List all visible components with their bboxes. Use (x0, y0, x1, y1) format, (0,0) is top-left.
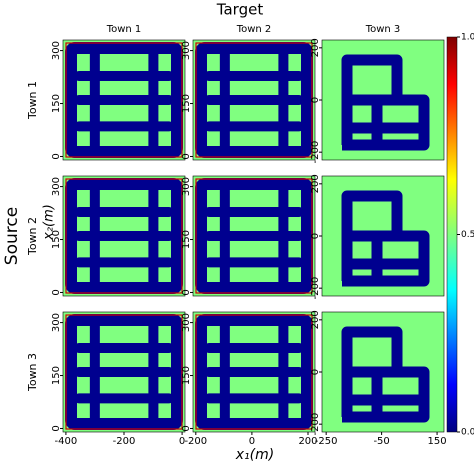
y-tick-label: 300 (51, 177, 62, 196)
x-tick-label: -50 (373, 436, 389, 447)
y-tick-label: 300 (181, 313, 192, 332)
row-title: Town 1 (26, 81, 39, 120)
road (341, 326, 430, 423)
x-tick-label: 200 (298, 436, 317, 447)
y-label: x₂(m) (42, 204, 57, 241)
row-title: Town 3 (26, 353, 39, 392)
road (148, 186, 159, 286)
heatmap-panel (62, 311, 186, 433)
y-tick-label: 0 (310, 369, 321, 375)
road (195, 178, 313, 294)
x-tick-label: 150 (428, 436, 447, 447)
x-tick-label: 0 (179, 436, 185, 447)
road (148, 322, 159, 422)
y-tick-label: 150 (51, 94, 62, 113)
y-tick-label: 0 (181, 153, 192, 159)
heatmap-panel (192, 311, 316, 433)
road (341, 190, 430, 287)
y-tick-label: 200 (310, 38, 321, 57)
panel-frame (62, 311, 186, 433)
panel-frame (62, 175, 186, 297)
column-title: Town 1 (106, 24, 142, 35)
y-tick-label: 150 (181, 94, 192, 113)
y-tick-label: 150 (51, 366, 62, 385)
heatmap-panel (321, 175, 445, 297)
row-title: Town 2 (26, 217, 39, 256)
road (65, 178, 183, 294)
y-tick-label: 200 (310, 310, 321, 329)
y-tick-label: 150 (51, 230, 62, 249)
panel-frame (62, 39, 186, 161)
edge (195, 314, 313, 430)
y-tick-label: 0 (181, 289, 192, 295)
edge (65, 42, 183, 158)
x-label: x₁(m) (235, 447, 274, 463)
y-tick-label: 150 (181, 366, 192, 385)
panel-frame (192, 39, 316, 161)
row-axis-title: Source (2, 207, 22, 265)
colorbar (446, 36, 458, 433)
road (65, 42, 183, 158)
y-tick-label: 200 (310, 174, 321, 193)
y-tick-label: -200 (310, 277, 321, 300)
y-tick-label: 0 (310, 233, 321, 239)
y-tick-label: 300 (51, 41, 62, 60)
road (89, 50, 100, 150)
y-tick-label: 0 (310, 97, 321, 103)
edge (65, 178, 183, 294)
x-tick-label: 0 (249, 436, 255, 447)
road (195, 42, 313, 158)
y-tick-label: 300 (181, 177, 192, 196)
heatmap-panel (62, 175, 186, 297)
edge (195, 178, 313, 294)
y-tick-label: -200 (310, 141, 321, 164)
heatmap-panel (321, 39, 445, 161)
colorbar-tick-label: 0.5 (461, 230, 474, 240)
road (278, 186, 289, 286)
road (148, 50, 159, 150)
heatmap-panel (321, 311, 445, 433)
road (219, 322, 230, 422)
x-tick-label: -200 (113, 436, 136, 447)
y-tick-label: 0 (51, 425, 62, 431)
edge (195, 42, 313, 158)
colorbar-tick-label: 1.0 (461, 33, 474, 43)
colorbar-tick-label: 0.0 (461, 428, 474, 438)
y-tick-label: 0 (51, 153, 62, 159)
x-tick-label: -250 (315, 436, 338, 447)
y-tick-label: 300 (51, 313, 62, 332)
road (341, 54, 430, 151)
panel-frame (192, 311, 316, 433)
road (278, 322, 289, 422)
road (278, 50, 289, 150)
figure-title: Target (216, 1, 264, 19)
heatmap-panel (192, 39, 316, 161)
road (195, 314, 313, 430)
heatmap-panel (192, 175, 316, 297)
y-tick-label: 0 (181, 425, 192, 431)
column-title: Town 2 (236, 24, 272, 35)
panel-frame (192, 175, 316, 297)
heatmap-panel (62, 39, 186, 161)
edge (65, 314, 183, 430)
x-tick-label: -200 (184, 436, 207, 447)
x-tick-label: -400 (55, 436, 78, 447)
y-tick-label: 150 (181, 230, 192, 249)
road (219, 50, 230, 150)
y-tick-label: -200 (310, 413, 321, 436)
y-tick-label: 0 (51, 289, 62, 295)
road (65, 314, 183, 430)
road (219, 186, 230, 286)
column-title: Town 3 (365, 24, 401, 35)
road (89, 186, 100, 286)
y-tick-label: 300 (181, 41, 192, 60)
road (89, 322, 100, 422)
